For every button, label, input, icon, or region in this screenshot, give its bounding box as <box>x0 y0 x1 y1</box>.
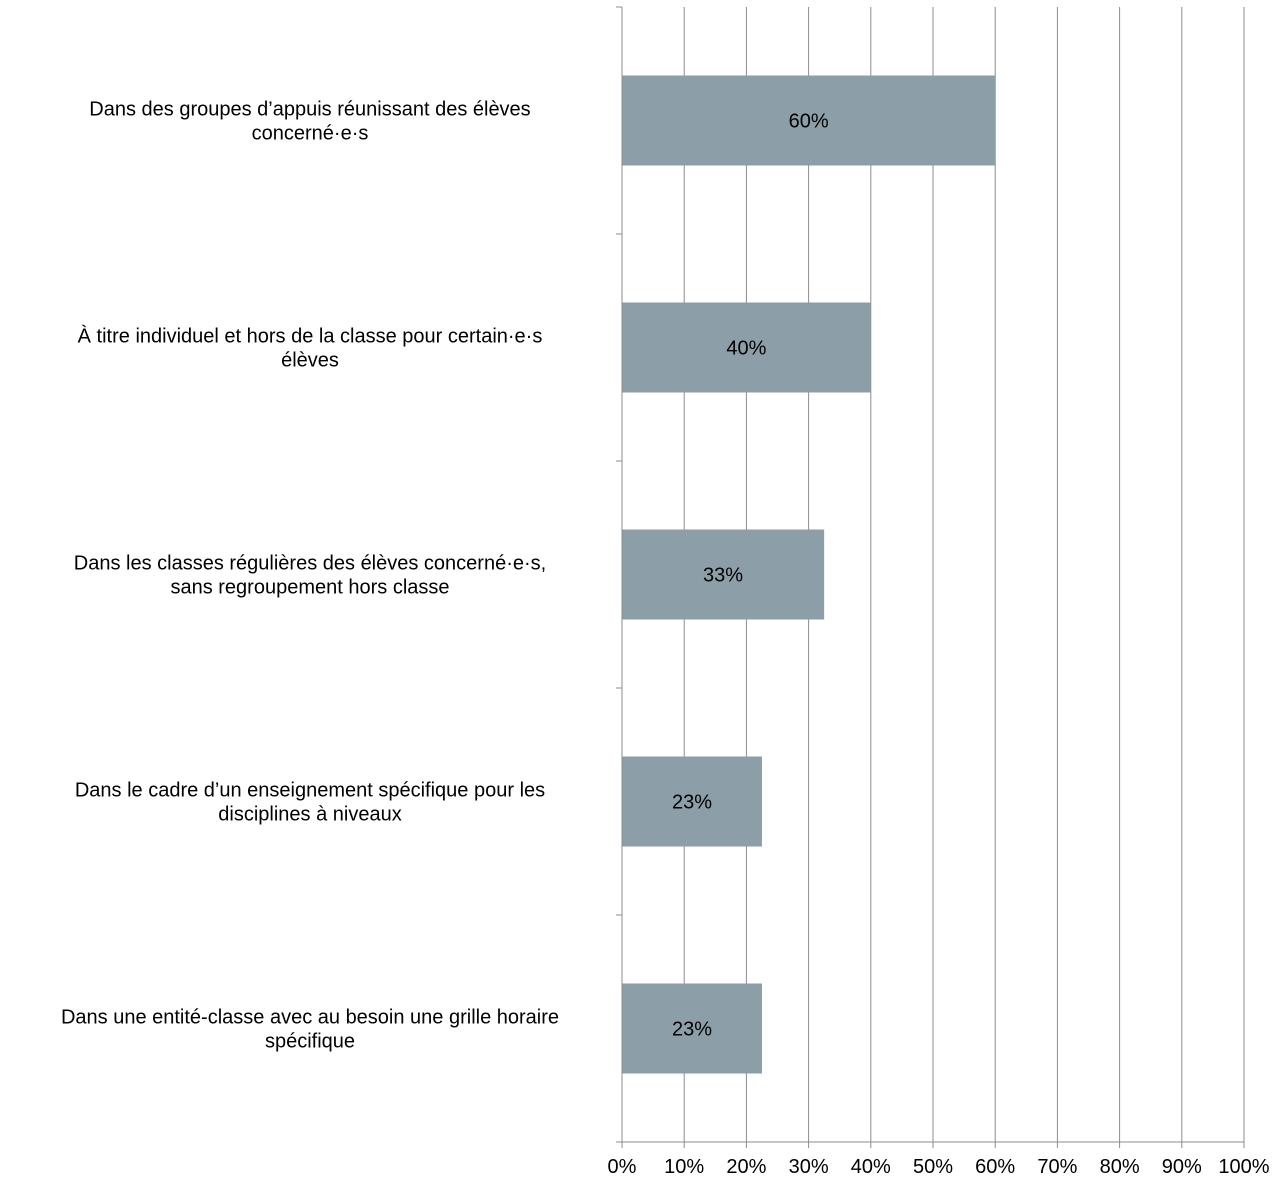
x-tick-label: 40% <box>851 1156 891 1178</box>
data-label: 23% <box>672 1019 712 1041</box>
gridlines <box>683 7 1245 1142</box>
data-label: 40% <box>726 338 766 360</box>
category-label: Dans les classes régulières des élèves c… <box>74 553 546 599</box>
bars <box>622 75 996 1074</box>
x-tick-label: 60% <box>975 1156 1015 1178</box>
x-tick-label: 20% <box>726 1156 766 1178</box>
data-labels: 60% 40% 33% 23% 23% <box>672 111 829 1041</box>
category-label: Dans le cadre d’un enseignement spécifiq… <box>75 780 545 826</box>
category-label-line: disciplines à niveaux <box>218 804 401 826</box>
value-axis: 0% 10% 20% 30% 40% 50% 60% 70% 80% 90% 100% <box>608 1141 1270 1178</box>
category-label-line: spécifique <box>265 1031 355 1053</box>
category-label-line: élèves <box>281 350 339 372</box>
x-tick-label: 70% <box>1037 1156 1077 1178</box>
data-label: 33% <box>703 565 743 587</box>
bar <box>622 983 762 1074</box>
category-label-line: sans regroupement hors classe <box>170 577 449 599</box>
x-tick-label: 100% <box>1218 1156 1269 1178</box>
category-label: Dans une entité-classe avec au besoin un… <box>61 1007 559 1053</box>
x-tick-label: 50% <box>913 1156 953 1178</box>
x-tick-label: 80% <box>1100 1156 1140 1178</box>
x-tick-label: 0% <box>608 1156 637 1178</box>
category-axis <box>616 6 623 1143</box>
bar <box>622 302 871 393</box>
data-label: 23% <box>672 792 712 814</box>
category-label: À titre individuel et hors de la classe … <box>78 325 543 372</box>
bar <box>622 756 762 847</box>
bar <box>622 75 996 166</box>
category-label: Dans des groupes d’appuis réunissant des… <box>89 99 530 145</box>
x-tick-label: 90% <box>1162 1156 1202 1178</box>
x-tick-label: 10% <box>664 1156 704 1178</box>
x-tick-label: 30% <box>789 1156 829 1178</box>
category-label-line: Dans les classes régulières des élèves c… <box>74 553 546 575</box>
bar <box>622 529 825 620</box>
category-label-line: Dans des groupes d’appuis réunissant des… <box>89 99 530 121</box>
category-label-line: À titre individuel et hors de la classe … <box>78 325 543 348</box>
category-labels: Dans des groupes d’appuis réunissant des… <box>61 99 559 1053</box>
category-label-line: concerné·e·s <box>252 123 369 145</box>
data-label: 60% <box>789 111 829 133</box>
category-label-line: Dans le cadre d’un enseignement spécifiq… <box>75 780 545 802</box>
category-label-line: Dans une entité-classe avec au besoin un… <box>61 1007 559 1029</box>
